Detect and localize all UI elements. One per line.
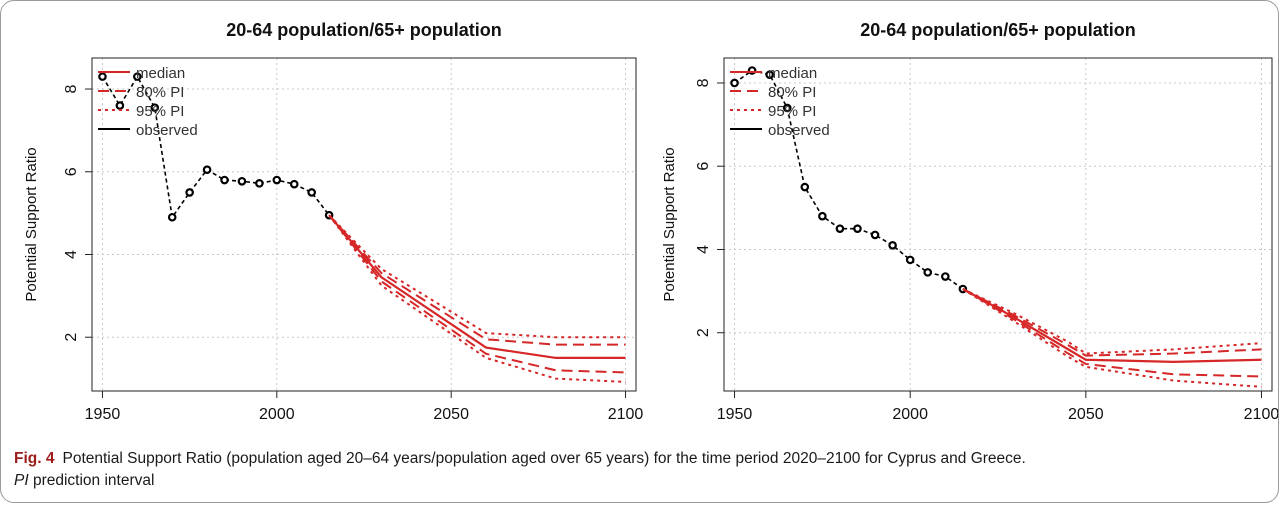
observed-point (905, 255, 915, 265)
pi80-line (328, 214, 626, 374)
legend-label: 95% PI (768, 103, 816, 120)
figure-label: Fig. 4 (14, 450, 55, 467)
plot-frame (91, 57, 637, 392)
observed-point (133, 72, 142, 81)
median-line (328, 214, 626, 360)
legend-label: observed (136, 122, 198, 139)
observed-point (730, 78, 739, 88)
observed-point (98, 72, 107, 81)
chart-title: 20-64 population/65+ population (226, 20, 502, 40)
observed-point (167, 212, 177, 222)
observed-point (307, 188, 316, 197)
y-tick-label: 4 (695, 245, 712, 254)
observed-point (853, 224, 862, 233)
observed-point (941, 272, 950, 281)
pi95-line (962, 288, 1262, 388)
y-axis-label: Potential Support Ratio (23, 147, 40, 301)
caption-abbreviation-definition: prediction interval (28, 472, 155, 489)
legend-label: median (136, 65, 185, 82)
observed-point (835, 224, 845, 233)
observed-point (765, 70, 774, 79)
caption-text: Potential Support Ratio (population aged… (62, 450, 1026, 467)
legend-label: median (768, 65, 817, 82)
observed-point (115, 101, 125, 110)
observed-connector (101, 75, 330, 220)
x-tick-label: 2100 (1244, 406, 1278, 423)
median-line (962, 288, 1262, 363)
y-tick-label: 8 (63, 84, 80, 93)
x-tick-label: 1950 (85, 406, 121, 423)
observed-point (272, 175, 282, 185)
x-tick-label: 2000 (892, 406, 928, 423)
observed-point (185, 188, 194, 197)
x-tick-label: 1950 (717, 406, 753, 423)
x-tick-label: 2050 (433, 406, 469, 423)
y-tick-label: 4 (63, 250, 80, 259)
plot-frame (723, 57, 1273, 392)
observed-point (782, 103, 792, 113)
pi80-line (328, 214, 626, 346)
y-tick-label: 6 (63, 167, 80, 176)
y-tick-label: 2 (63, 333, 80, 342)
pi95-line (328, 214, 626, 339)
legend-label: 95% PI (136, 103, 184, 120)
observed-point (888, 241, 897, 250)
observed-point (923, 268, 933, 277)
observed-point (220, 175, 229, 185)
figure-caption: Fig. 4 Potential Support Ratio (populatio… (14, 448, 1264, 492)
chart-panel-cyprus: 20-64 population/65+ population 1950 2000 2… (23, 20, 644, 423)
pi80-line (962, 288, 1262, 378)
chart-title: 20-64 population/65+ population (860, 20, 1136, 40)
observed-point (150, 103, 160, 112)
legend-label: 80% PI (768, 84, 816, 101)
observed-point (237, 176, 247, 186)
legend-label: observed (768, 122, 830, 139)
x-tick-label: 2000 (259, 406, 295, 423)
chart-panel-greece: 20-64 population/65+ population 1950 2000 2… (661, 20, 1278, 423)
observed-point (800, 182, 810, 192)
legend-label: 80% PI (136, 84, 184, 101)
pi95-line (962, 288, 1262, 355)
observed-point (818, 211, 827, 221)
observed-point (289, 179, 299, 189)
y-tick-label: 6 (695, 162, 712, 171)
y-tick-label: 8 (695, 78, 712, 87)
x-tick-label: 2100 (608, 406, 644, 423)
observed-point (870, 230, 880, 240)
pi95-line (328, 214, 626, 383)
pi80-line (962, 288, 1262, 357)
caption-abbreviation: PI (14, 472, 29, 489)
observed-point (202, 165, 212, 174)
y-tick-label: 2 (695, 328, 712, 337)
observed-point (255, 179, 264, 188)
x-tick-label: 2050 (1068, 406, 1104, 423)
y-axis-label: Potential Support Ratio (661, 147, 678, 301)
